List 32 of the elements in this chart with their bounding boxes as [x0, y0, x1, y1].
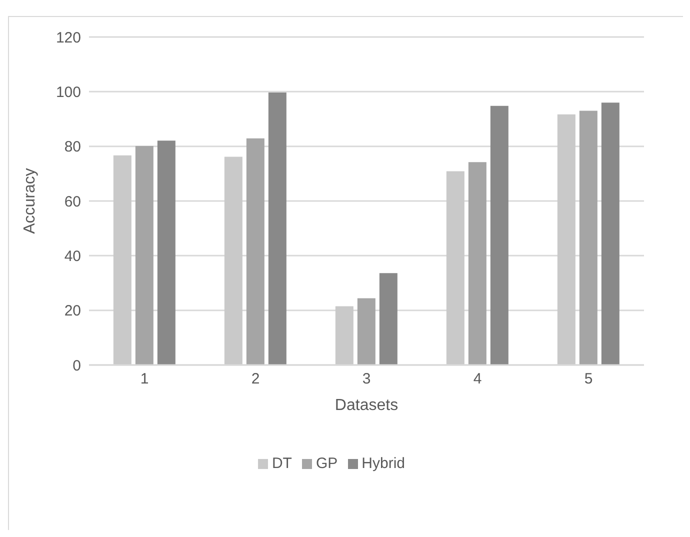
bar	[268, 92, 286, 365]
y-tick-label: 60	[64, 193, 81, 210]
bar	[579, 110, 598, 365]
bar	[490, 106, 508, 365]
bar	[379, 273, 398, 365]
y-tick-label: 120	[56, 29, 81, 46]
bar	[446, 171, 464, 365]
bar	[246, 138, 264, 365]
bar	[135, 146, 154, 365]
x-tick-label: 3	[362, 370, 371, 388]
bar	[113, 155, 132, 365]
bar	[468, 162, 486, 365]
x-tick-label: 4	[473, 370, 482, 388]
bar	[557, 114, 576, 365]
legend-label: DT	[272, 455, 292, 472]
bar	[157, 140, 176, 365]
y-tick-label: 80	[64, 138, 81, 156]
y-tick-label: 0	[72, 357, 81, 374]
x-axis-title: Datasets	[334, 397, 398, 414]
legend-label: Hybrid	[362, 455, 406, 472]
y-tick-label: 100	[56, 84, 81, 101]
y-axis-title: Accuracy	[22, 168, 39, 234]
y-tick-label: 20	[64, 302, 81, 320]
x-tick-label: 1	[140, 370, 149, 388]
x-tick-label: 5	[584, 370, 593, 388]
bar	[601, 102, 620, 365]
bar	[224, 156, 242, 365]
x-tick-label: 2	[251, 370, 260, 388]
y-tick-label: 40	[64, 248, 81, 265]
bar	[357, 298, 376, 365]
legend-label: GP	[316, 455, 338, 472]
bar	[335, 306, 354, 365]
